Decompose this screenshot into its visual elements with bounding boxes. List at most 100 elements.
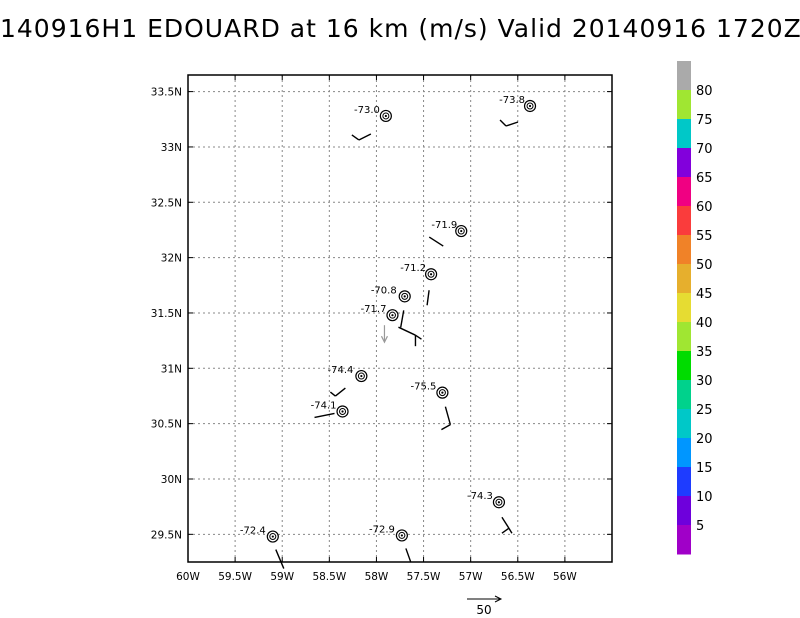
colorbar-swatch: [677, 177, 691, 207]
station-marker-dot: [403, 295, 406, 298]
wind-barb: [400, 310, 405, 328]
reference-vector-label: 50: [476, 603, 491, 617]
station-marker-dot: [497, 501, 501, 504]
colorbar-swatch: [677, 322, 691, 352]
plot-frame: [187, 74, 613, 563]
colorbar-swatch: [677, 467, 691, 497]
observation-station: -74.1: [311, 400, 349, 419]
observation-label: -74.4: [327, 365, 353, 376]
observation-station: -73.0: [351, 105, 392, 141]
wind-barb: [501, 516, 510, 529]
wind-barb: [499, 119, 507, 127]
observation-label: -70.8: [371, 285, 397, 296]
colorbar-label: 10: [696, 490, 713, 505]
observation-label: -73.8: [499, 95, 525, 106]
colorbar-label: 60: [696, 200, 713, 215]
station-marker-dot: [341, 410, 344, 413]
colorbar-swatch: [677, 496, 691, 526]
y-tick-label: 31N: [161, 363, 182, 375]
wind-barb: [334, 387, 346, 397]
station-marker-dot: [271, 535, 274, 538]
y-tick-label: 33N: [161, 142, 182, 154]
colorbar-label: 40: [696, 316, 713, 331]
station-marker-dot: [429, 273, 433, 276]
wind-barb: [501, 527, 510, 534]
observation-station: -70.8: [371, 285, 411, 328]
colorbar-swatch: [677, 61, 691, 91]
observation-label: -71.7: [361, 304, 387, 315]
y-tick-label: 32.5N: [151, 197, 182, 209]
station-marker-dot: [360, 374, 363, 378]
x-tick-label: 57W: [459, 571, 483, 583]
station-marker-ring: [398, 531, 406, 539]
y-tick-label: 30N: [161, 474, 182, 486]
colorbar-label: 35: [696, 345, 713, 360]
x-tick-label: 56.5W: [501, 571, 535, 583]
observation-label: -71.2: [400, 263, 426, 274]
station-marker-dot: [460, 229, 463, 233]
wind-barb: [426, 290, 430, 306]
colorbar-swatch: [677, 293, 691, 323]
colorbar: 80 75 70 65 60 55 50 45 40 35 30 25 20 15 10 5: [677, 61, 713, 555]
wind-barb: [351, 134, 360, 141]
station-marker-dot: [384, 114, 387, 118]
wind-barb: [441, 424, 451, 431]
observation-label: -74.1: [311, 400, 337, 411]
observation-label: -72.9: [369, 524, 395, 535]
colorbar-swatch: [677, 235, 691, 265]
colorbar-swatch: [677, 206, 691, 236]
observation-station: -71.9: [428, 220, 468, 247]
station-marker-ring: [269, 533, 277, 541]
station-marker-ring: [457, 227, 465, 235]
colorbar-label: 15: [696, 461, 713, 476]
wind-barb: [505, 121, 519, 127]
station-marker-dot: [441, 391, 444, 394]
station-marker-dot: [400, 534, 403, 537]
colorbar-swatch: [677, 148, 691, 178]
colorbar-label: 20: [696, 432, 713, 447]
colorbar-label: 5: [696, 519, 704, 534]
colorbar-swatch: [677, 438, 691, 468]
observation-label: -74.3: [467, 491, 493, 502]
x-tick-label: 58.5W: [312, 571, 346, 583]
station-marker-ring: [339, 407, 347, 415]
x-tick-label: 56W: [553, 571, 577, 583]
colorbar-label: 45: [696, 287, 713, 302]
x-tick-label: 58W: [365, 571, 389, 583]
gray-vector-head: [380, 335, 388, 344]
wind-barb: [428, 236, 444, 247]
station-marker-dot: [391, 314, 394, 317]
colorbar-swatch: [677, 351, 691, 381]
observation-label: -71.9: [431, 220, 457, 231]
wind-barb: [358, 133, 372, 141]
y-tick-label: 32N: [161, 253, 182, 265]
station-marker-ring: [438, 389, 446, 397]
colorbar-label: 30: [696, 374, 713, 389]
observation-station: -72.4: [240, 526, 285, 569]
colorbar-label: 75: [696, 113, 713, 128]
colorbar-swatch: [677, 409, 691, 439]
observation-station: -72.9: [369, 524, 412, 563]
station-marker-dot: [528, 104, 532, 108]
wind-barb: [405, 548, 412, 563]
observation-station: -73.8: [499, 95, 537, 127]
y-tick-label: 33.5N: [151, 87, 182, 99]
colorbar-label: 65: [696, 171, 713, 186]
station-marker-ring: [427, 270, 435, 278]
wind-barb: [444, 406, 452, 425]
colorbar-label: 80: [696, 84, 713, 99]
colorbar-swatch: [677, 380, 691, 410]
station-marker-ring: [495, 498, 503, 506]
colorbar-label: 25: [696, 403, 713, 418]
observation-station: -74.4: [327, 365, 368, 397]
station-marker-ring: [382, 112, 390, 120]
colorbar-label: 55: [696, 229, 713, 244]
observation-station: -74.3: [467, 491, 513, 534]
x-tick-label: 59W: [270, 571, 294, 583]
chart-title: 140916H1 EDOUARD at 16 km (m/s) Valid 20…: [0, 14, 800, 43]
observation-station: -71.2: [400, 263, 438, 306]
station-marker-ring: [526, 102, 534, 110]
wind-barb: [398, 326, 416, 336]
colorbar-swatch: [677, 90, 691, 120]
